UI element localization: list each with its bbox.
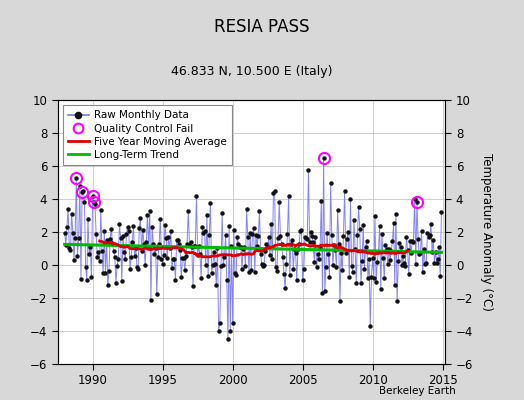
Text: Berkeley Earth: Berkeley Earth — [379, 386, 456, 396]
Y-axis label: Temperature Anomaly (°C): Temperature Anomaly (°C) — [479, 153, 493, 311]
Title: 46.833 N, 10.500 E (Italy): 46.833 N, 10.500 E (Italy) — [171, 65, 332, 78]
Text: RESIA PASS: RESIA PASS — [214, 18, 310, 36]
Legend: Raw Monthly Data, Quality Control Fail, Five Year Moving Average, Long-Term Tren: Raw Monthly Data, Quality Control Fail, … — [63, 105, 232, 165]
